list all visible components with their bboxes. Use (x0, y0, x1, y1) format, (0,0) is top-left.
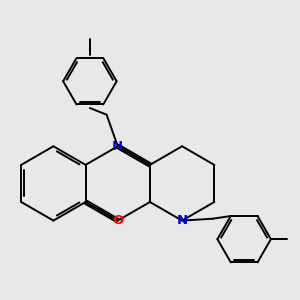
Text: N: N (176, 214, 188, 227)
Text: O: O (112, 214, 123, 227)
Text: N: N (112, 140, 123, 153)
